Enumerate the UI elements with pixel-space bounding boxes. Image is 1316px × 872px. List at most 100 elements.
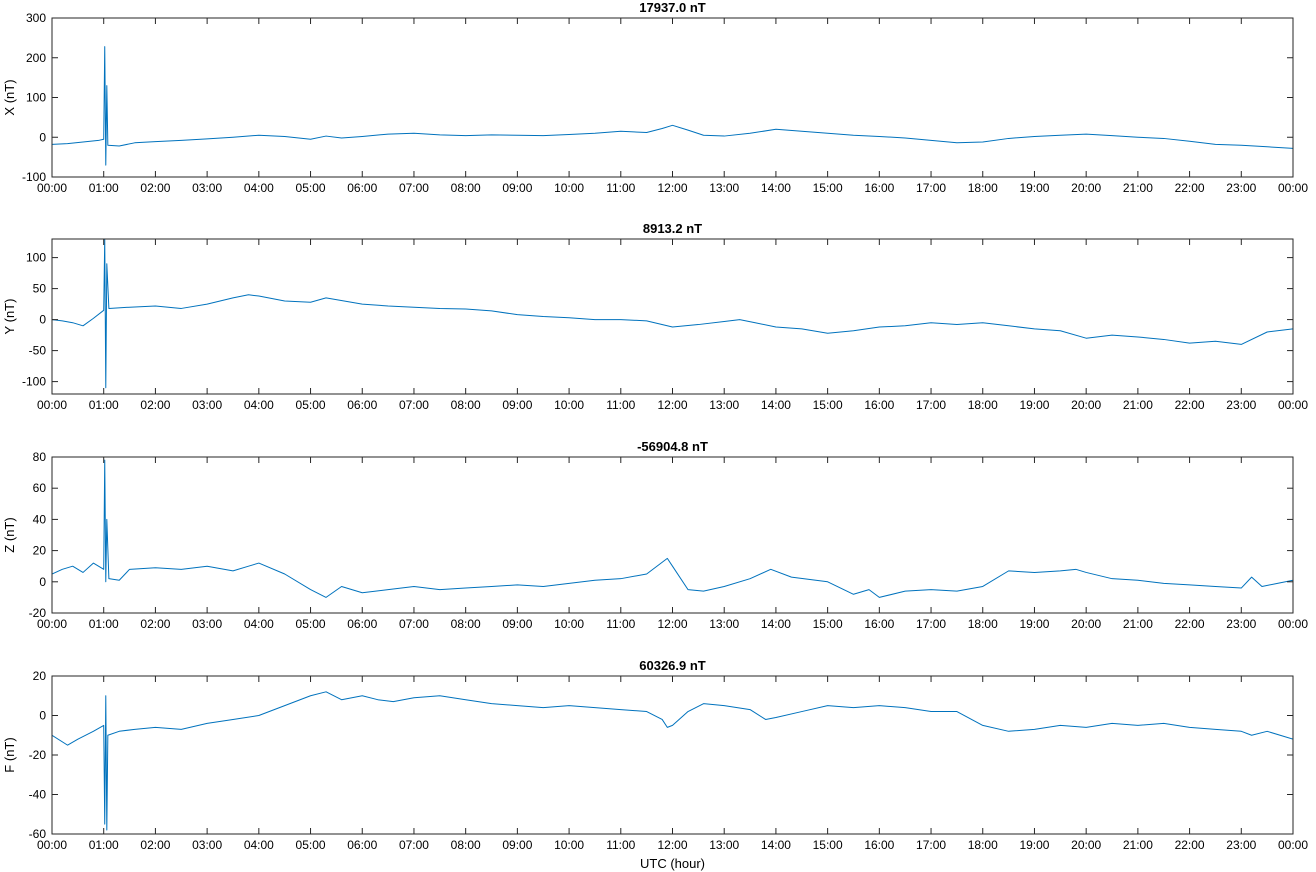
x-tick-label: 13:00 [709,617,739,631]
x-tick-label: 07:00 [399,617,429,631]
x-tick-label: 11:00 [606,617,635,631]
axes-box [51,675,1294,835]
x-tick-label: 14:00 [761,181,791,195]
y-tick-label: -20 [29,748,47,762]
x-tick-label: 09:00 [502,838,532,852]
y-tick-label: 20 [33,669,47,683]
x-tick-label: 15:00 [813,617,843,631]
x-tick-label: 12:00 [657,398,687,412]
y-tick-label: 0 [39,575,46,589]
panel-title: 8913.2 nT [643,221,702,236]
x-tick-label: 07:00 [399,398,429,412]
x-tick-label: 10:00 [554,398,584,412]
x-tick-label: 05:00 [296,838,326,852]
x-tick-label: 13:00 [709,398,739,412]
axes-box [51,238,1294,395]
x-tick-label: 16:00 [864,838,894,852]
x-tick-label: 15:00 [813,398,843,412]
x-tick-label: 11:00 [606,398,635,412]
x-tick-label: 05:00 [296,181,326,195]
x-tick-label: 22:00 [1175,181,1205,195]
y-tick-label: 40 [33,512,47,526]
y-tick-label: -100 [22,170,46,184]
x-tick-label: 22:00 [1175,838,1205,852]
y-tick-label: 0 [39,313,46,327]
x-tick-label: 07:00 [399,838,429,852]
x-tick-label: 19:00 [1019,838,1049,852]
x-tick-label: 08:00 [451,398,481,412]
x-tick-label: 11:00 [606,181,635,195]
x-tick-label: 19:00 [1019,398,1049,412]
x-tick-label: 17:00 [916,617,946,631]
x-tick-label: 08:00 [451,617,481,631]
x-tick-label: 22:00 [1175,617,1205,631]
x-tick-label: 04:00 [244,181,274,195]
x-tick-label: 00:00 [37,398,67,412]
x-tick-label: 07:00 [399,181,429,195]
x-tick-label: 23:00 [1226,398,1256,412]
x-tick-label: 16:00 [864,617,894,631]
x-tick-label: 19:00 [1019,181,1049,195]
y-axis-label: Z (nT) [2,517,17,552]
x-tick-label: 05:00 [296,617,326,631]
x-tick-label: 02:00 [140,398,170,412]
x-tick-label: 00:00 [37,617,67,631]
x-tick-label: 02:00 [140,617,170,631]
y-tick-label: 0 [39,130,46,144]
x-tick-label: 16:00 [864,181,894,195]
y-tick-label: 100 [26,251,46,265]
x-tick-label: 05:00 [296,398,326,412]
x-tick-label: 15:00 [813,838,843,852]
x-tick-label: 06:00 [347,617,377,631]
x-tick-label: 09:00 [502,398,532,412]
x-tick-label: 18:00 [968,398,998,412]
panel-y: 8913.2 nT 100 50 0 -50 -100 00:00 01:00 02:00 03:… [2,221,1308,412]
x-axis-label: UTC (hour) [640,856,705,871]
x-tick-label: 08:00 [451,838,481,852]
y-tick-label: 200 [26,51,46,65]
y-tick-label: 0 [39,709,46,723]
x-tick-label: 20:00 [1071,181,1101,195]
x-tick-label: 10:00 [554,617,584,631]
x-tick-label: 04:00 [244,838,274,852]
x-tick-label: 09:00 [502,617,532,631]
x-tick-label: 00:00 [1278,617,1308,631]
x-tick-label: 23:00 [1226,617,1256,631]
x-tick-label: 00:00 [1278,181,1308,195]
x-tick-label: 18:00 [968,181,998,195]
x-tick-label: 17:00 [916,181,946,195]
y-tick-label: 300 [26,11,46,25]
x-tick-label: 06:00 [347,181,377,195]
y-tick-label: 60 [33,481,47,495]
x-tick-label: 14:00 [761,838,791,852]
x-tick-label: 02:00 [140,181,170,195]
x-tick-label: 17:00 [916,838,946,852]
x-tick-label: 03:00 [192,181,222,195]
x-tick-label: 06:00 [347,398,377,412]
x-tick-label: 00:00 [37,181,67,195]
x-tick-label: 01:00 [89,398,119,412]
x-tick-label: 20:00 [1071,398,1101,412]
x-tick-label: 13:00 [709,181,739,195]
x-tick-label: 00:00 [37,838,67,852]
series-line-f [52,691,1293,831]
y-tick-label: -50 [29,344,47,358]
axes-box [51,17,1294,178]
y-tick-label: 100 [26,91,46,105]
x-tick-label: 21:00 [1123,181,1153,195]
panel-title: -56904.8 nT [637,439,708,454]
x-tick-label: 12:00 [657,838,687,852]
x-tick-label: 00:00 [1278,838,1308,852]
x-tick-label: 02:00 [140,838,170,852]
x-tick-label: 01:00 [89,181,119,195]
panel-title: 60326.9 nT [639,658,706,673]
x-tick-label: 20:00 [1071,838,1101,852]
y-tick-label: 80 [33,450,47,464]
x-tick-label: 15:00 [813,181,843,195]
y-tick-label: -20 [29,606,47,620]
x-tick-label: 14:00 [761,398,791,412]
